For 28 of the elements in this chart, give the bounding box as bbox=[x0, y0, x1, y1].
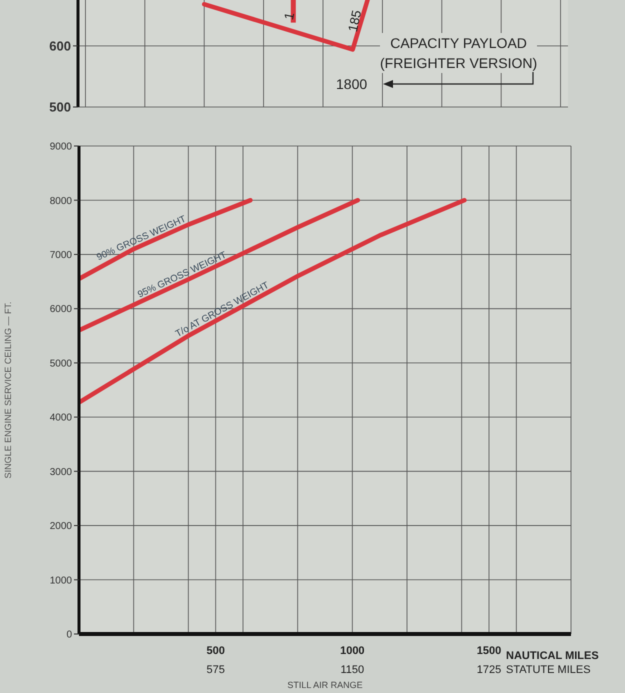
y-tick-label: 0 bbox=[66, 630, 72, 641]
y-tick-label: 1000 bbox=[50, 575, 72, 586]
y-tick-label: 2000 bbox=[50, 521, 72, 532]
y-tick-label: 4000 bbox=[50, 412, 72, 424]
y-tick-label: 500 bbox=[49, 100, 71, 115]
y-tick-label: 5000 bbox=[50, 358, 72, 370]
annotation: CAPACITY PAYLOAD bbox=[389, 34, 528, 53]
text: 1725 bbox=[476, 664, 502, 676]
annotation: (FREIGHTER VERSION) bbox=[380, 54, 538, 73]
y-tick-label: 3000 bbox=[50, 466, 72, 478]
text: NAUTICAL MILES bbox=[506, 650, 599, 662]
x-axis-title: STILL AIR RANGE bbox=[286, 680, 364, 690]
x-tick-label: 1500 bbox=[476, 645, 502, 657]
y-tick-label: 6000 bbox=[50, 304, 72, 316]
annotation: 185 bbox=[345, 8, 364, 34]
y-tick-label: 9000 bbox=[50, 142, 72, 153]
text: 575 bbox=[205, 664, 226, 676]
x-tick-label: 1000 bbox=[340, 645, 365, 657]
text: STATUTE MILES bbox=[506, 664, 591, 676]
y-tick-label: 8000 bbox=[50, 196, 72, 207]
text: 1150 bbox=[340, 664, 366, 676]
y-tick-label: 600 bbox=[49, 38, 71, 54]
x-tick-label: 500 bbox=[206, 645, 225, 657]
annotation: 1 bbox=[281, 10, 298, 22]
annotation: 1800 bbox=[336, 76, 368, 92]
line-series bbox=[79, 198, 467, 405]
y-tick-label: 7000 bbox=[50, 250, 72, 261]
y-axis-title: SINGLE ENGINE SERVICE CEILING — FT. bbox=[3, 302, 14, 478]
